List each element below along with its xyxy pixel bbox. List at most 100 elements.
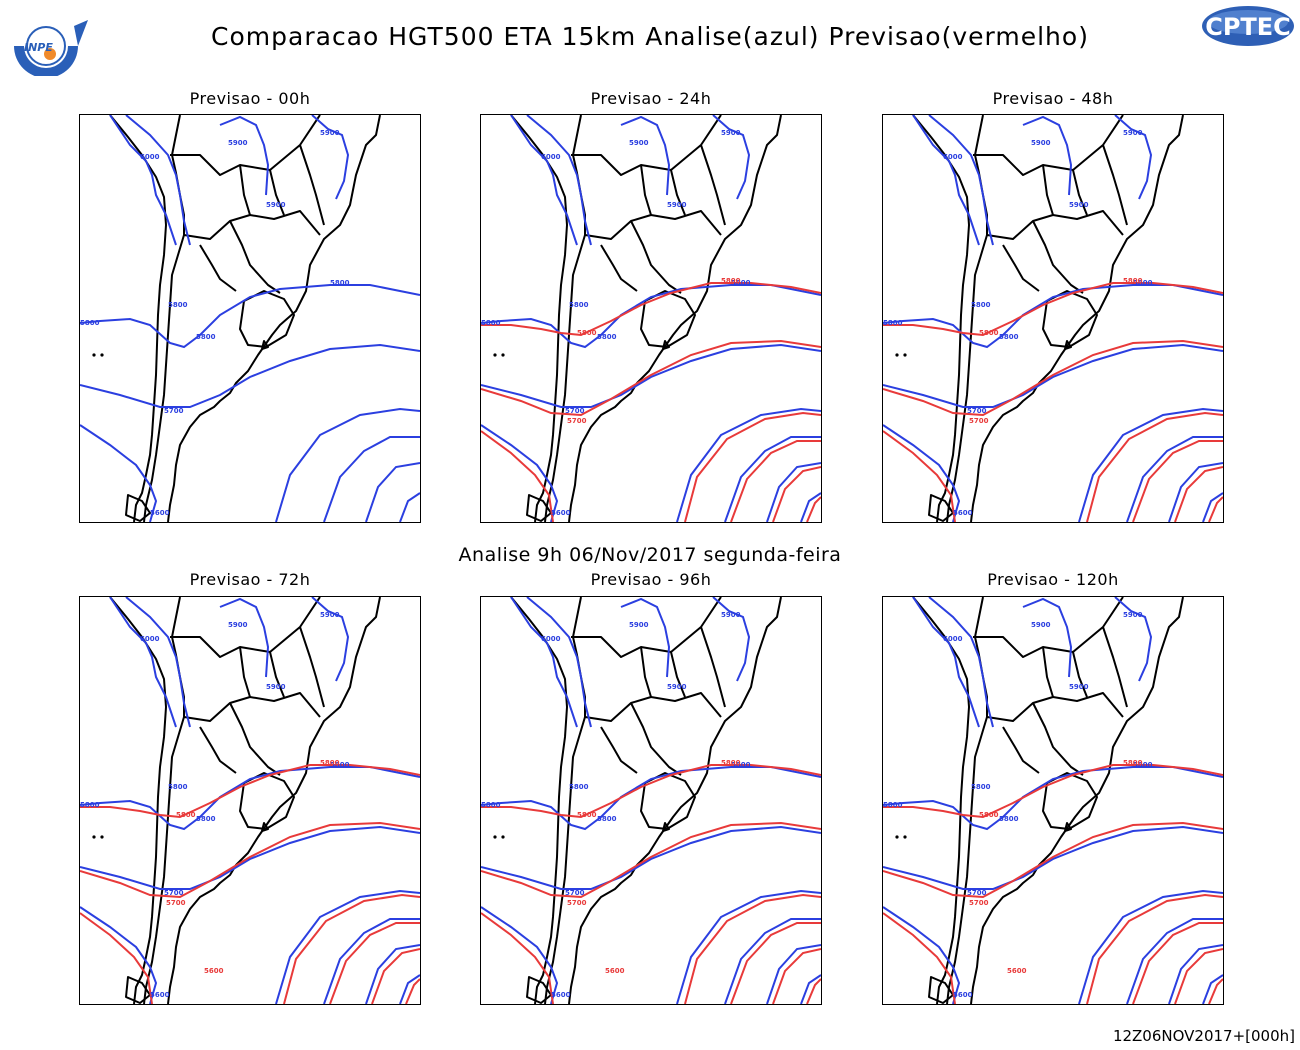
analysis-contour-label: 5800 bbox=[80, 801, 100, 809]
forecast-contour bbox=[481, 821, 821, 899]
coastline-border bbox=[986, 692, 1124, 722]
coastline-border bbox=[946, 597, 988, 1004]
analysis-contour bbox=[800, 492, 821, 522]
forecast-contour bbox=[883, 282, 1223, 337]
forecast-contour bbox=[1174, 948, 1223, 1004]
forecast-contour bbox=[481, 339, 821, 417]
analysis-contour bbox=[109, 115, 177, 246]
coastline-border bbox=[183, 692, 321, 722]
analysis-contour-label: 5800 bbox=[569, 783, 589, 791]
analysis-contour bbox=[724, 436, 821, 522]
coastline-border bbox=[526, 976, 552, 1004]
island-dot bbox=[92, 353, 96, 357]
analysis-contour-label: 5600 bbox=[953, 509, 973, 517]
analysis-contour-label: 5800 bbox=[569, 301, 589, 309]
island-dot bbox=[100, 835, 104, 839]
coastline-border bbox=[700, 144, 726, 226]
analysis-contour-label: 5900 bbox=[1123, 129, 1143, 137]
forecast-contour bbox=[684, 893, 821, 1004]
analysis-contour-label: 6000 bbox=[140, 153, 160, 161]
panel-title-120h: Previsao - 120h bbox=[987, 570, 1119, 589]
coastline-border bbox=[928, 976, 954, 1004]
forecast-contour bbox=[1208, 496, 1223, 522]
analysis-contour bbox=[481, 906, 559, 1004]
analysis-contour-label: 5800 bbox=[481, 319, 501, 327]
analysis-contour-label: 5800 bbox=[999, 815, 1019, 823]
analysis-contour bbox=[883, 766, 1223, 831]
forecast-contour-label: 5600 bbox=[204, 967, 224, 975]
map-panel-96h: 6000 5900 5900 5900 5800 5800 5800 5800 5700 5600… bbox=[480, 596, 822, 1005]
analysis-contour-label: 5700 bbox=[565, 889, 585, 897]
analysis-contour bbox=[323, 918, 420, 1004]
forecast-contour-label: 5700 bbox=[969, 417, 989, 425]
map-svg: 6000590059005900580058005800580057005600… bbox=[481, 115, 821, 522]
analysis-contour bbox=[620, 597, 671, 678]
forecast-contour bbox=[730, 440, 821, 522]
forecast-contour bbox=[806, 496, 821, 522]
analysis-contour bbox=[109, 597, 177, 728]
analysis-contour-label: 5900 bbox=[1031, 621, 1051, 629]
coastline-border bbox=[125, 494, 151, 522]
forecast-contour bbox=[1132, 440, 1223, 522]
island-dot bbox=[493, 835, 497, 839]
analysis-contour-label: 5900 bbox=[1069, 201, 1089, 209]
forecast-contour bbox=[1086, 893, 1223, 1004]
analysis-contour bbox=[676, 889, 821, 1004]
forecast-contour-label: 5700 bbox=[166, 899, 186, 907]
analysis-contour bbox=[80, 424, 158, 522]
analysis-contour-label: 5600 bbox=[150, 991, 170, 999]
analysis-contour bbox=[724, 918, 821, 1004]
analysis-contour-label: 5900 bbox=[320, 611, 340, 619]
analysis-contour-label: 5900 bbox=[1031, 139, 1051, 147]
analysis-contour-label: 5900 bbox=[721, 129, 741, 137]
coastline-border bbox=[1032, 702, 1084, 776]
forecast-contour-label: 5800 bbox=[979, 811, 999, 819]
coastline-border bbox=[946, 115, 988, 522]
coastline-border bbox=[167, 115, 381, 522]
analysis-contour-label: 5700 bbox=[164, 889, 184, 897]
analysis-contour bbox=[883, 343, 1223, 408]
analysis-contour bbox=[1202, 974, 1223, 1004]
analysis-contour bbox=[125, 597, 191, 728]
analysis-contour-label: 5900 bbox=[721, 611, 741, 619]
analysis-contour-label: 6000 bbox=[541, 153, 561, 161]
coastline-border bbox=[1072, 651, 1088, 698]
analysis-contour bbox=[311, 115, 350, 200]
analysis-contour bbox=[275, 407, 420, 522]
analysis-contour bbox=[1202, 492, 1223, 522]
island-dot bbox=[92, 835, 96, 839]
analysis-contour bbox=[323, 436, 420, 522]
forecast-contour bbox=[80, 764, 420, 819]
coastline-border bbox=[199, 726, 237, 774]
analysis-contour bbox=[766, 462, 821, 522]
analysis-contour-label: 6000 bbox=[541, 635, 561, 643]
analysis-contour bbox=[481, 424, 559, 522]
forecast-contour bbox=[481, 912, 554, 1004]
coastline-border bbox=[1032, 220, 1084, 294]
analysis-contour bbox=[712, 597, 751, 682]
analysis-contour bbox=[883, 906, 961, 1004]
analysis-contour-label: 5900 bbox=[228, 139, 248, 147]
analysis-contour-label: 5900 bbox=[1069, 683, 1089, 691]
forecast-contour-label: 5800 bbox=[721, 277, 741, 285]
coastline-border bbox=[630, 702, 682, 776]
coastline-border bbox=[544, 597, 586, 1004]
analysis-contour-label: 5700 bbox=[164, 407, 184, 415]
coastline-border bbox=[1072, 169, 1088, 216]
analysis-contour bbox=[928, 115, 994, 246]
coastline-border bbox=[239, 164, 251, 216]
analysis-contour bbox=[712, 115, 751, 200]
analysis-contour-label: 5800 bbox=[883, 801, 903, 809]
coastline-border bbox=[269, 651, 285, 698]
coastline-border bbox=[640, 164, 652, 216]
forecast-contour bbox=[883, 339, 1223, 417]
coastline-border bbox=[261, 340, 269, 350]
coastline-border bbox=[568, 597, 782, 1004]
forecast-contour bbox=[1086, 411, 1223, 522]
analysis-contour bbox=[481, 825, 821, 890]
coastline-border bbox=[1042, 646, 1054, 698]
forecast-contour bbox=[481, 282, 821, 337]
analysis-contour bbox=[1126, 436, 1223, 522]
map-panel-48h: 6000 5900 5900 5900 5800 5800 5800 5800 5700 5600… bbox=[882, 114, 1224, 523]
forecast-contour bbox=[329, 922, 420, 1004]
